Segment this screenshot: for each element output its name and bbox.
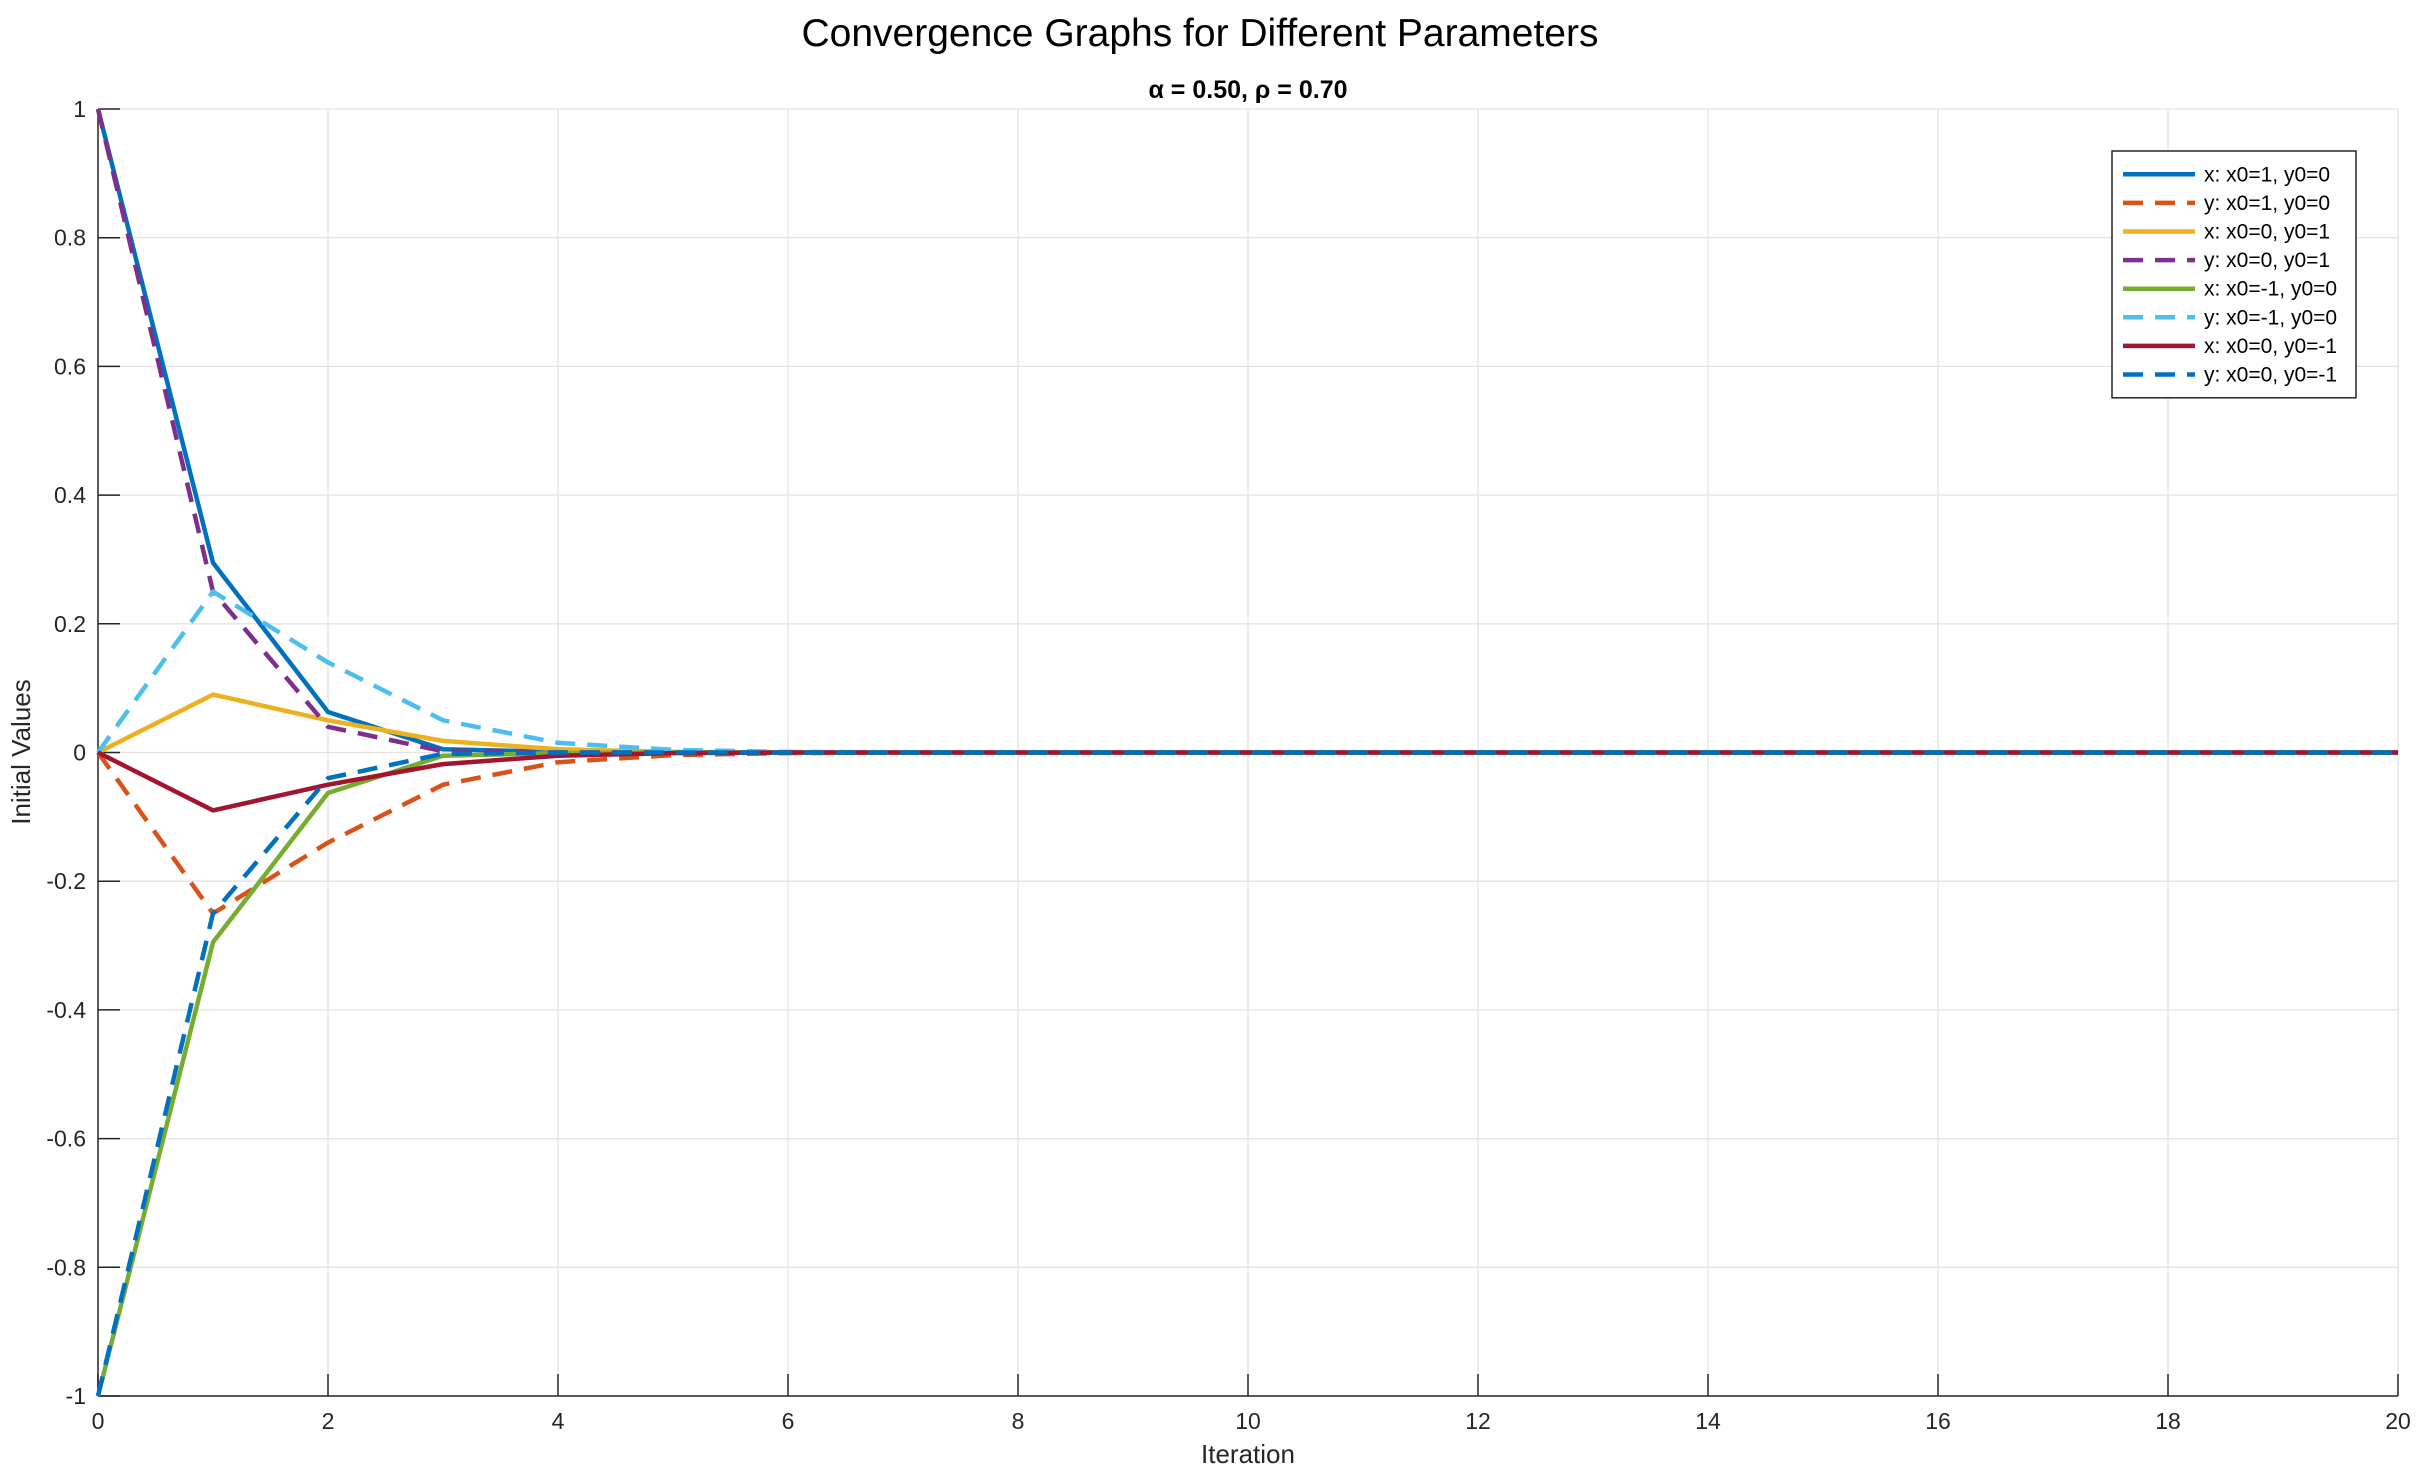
legend-label-1: x: x0=1, y0=0 xyxy=(2204,163,2330,186)
x-axis-label: Iteration xyxy=(1201,1439,1295,1469)
legend: x: x0=1, y0=0 y: x0=1, y0=0 x: x0=0, y0=1 y… xyxy=(2111,150,2357,399)
chart-title: Convergence Graphs for Different Paramet… xyxy=(802,12,1599,55)
x-tick-label: 20 xyxy=(2385,1408,2411,1434)
x-tick-label: 2 xyxy=(322,1408,335,1434)
x-tick-label: 0 xyxy=(92,1408,105,1434)
x-tick-label: 14 xyxy=(1695,1408,1721,1434)
legend-label-2: y: x0=1, y0=0 xyxy=(2204,192,2330,215)
x-tick-label: 12 xyxy=(1465,1408,1491,1434)
x-tick-label: 4 xyxy=(552,1408,565,1434)
y-tick-label: 0.4 xyxy=(54,482,86,508)
legend-label-5: x: x0=-1, y0=0 xyxy=(2204,278,2337,301)
legend-label-3: x: x0=0, y0=1 xyxy=(2204,221,2330,244)
y-tick-label: -0.2 xyxy=(46,868,86,894)
y-tick-label: -0.8 xyxy=(46,1254,86,1280)
y-tick-label: 0 xyxy=(73,740,86,766)
y-tick-label: 0.8 xyxy=(54,225,86,251)
x-tick-label: 16 xyxy=(1925,1408,1951,1434)
series-lines xyxy=(95,108,2398,1397)
axes xyxy=(97,108,2399,1397)
y-tick-label: 1 xyxy=(73,96,86,122)
chart-subtitle: α = 0.50, ρ = 0.70 xyxy=(1148,76,1347,104)
series-line-7 xyxy=(96,750,2398,813)
y-tick-label: 0.2 xyxy=(54,611,86,637)
legend-box xyxy=(2111,150,2357,399)
y-tick-label: -0.4 xyxy=(46,997,86,1023)
x-tick-label: 8 xyxy=(1012,1408,1025,1434)
x-tick-label: 10 xyxy=(1235,1408,1261,1434)
legend-label-6: y: x0=-1, y0=0 xyxy=(2204,306,2337,329)
y-axis-label: Initial Values xyxy=(6,679,36,825)
legend-label-8: y: x0=0, y0=-1 xyxy=(2204,364,2337,387)
tick-labels: 0 2 4 6 8 10 12 14 16 18 20 -1 -0.8 -0.6 -0.4 -0.2 0 0.2 0… xyxy=(46,96,2410,1434)
y-tick-label: -0.6 xyxy=(46,1126,86,1152)
x-tick-label: 18 xyxy=(2155,1408,2181,1434)
legend-label-7: x: x0=0, y0=-1 xyxy=(2204,335,2337,358)
y-tick-label: -1 xyxy=(66,1383,86,1409)
x-tick-label: 6 xyxy=(782,1408,795,1434)
legend-label-4: y: x0=0, y0=1 xyxy=(2204,249,2330,272)
y-tick-label: 0.6 xyxy=(54,353,86,379)
